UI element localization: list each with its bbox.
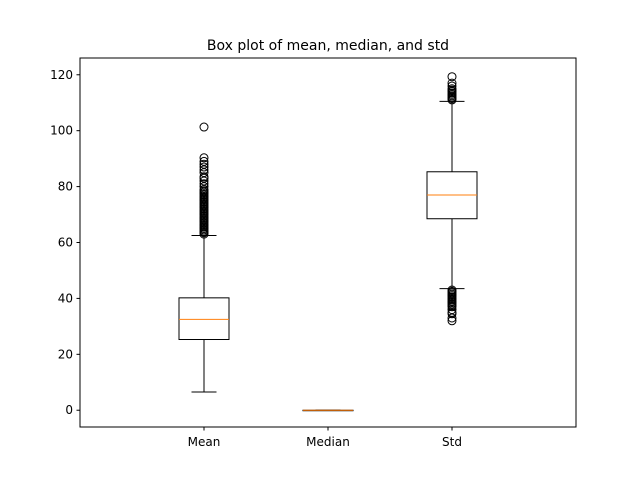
outlier-point: [447, 78, 457, 88]
outlier-point: [199, 156, 209, 166]
outlier-point: [447, 285, 457, 295]
plot-area: 0 20 40 60 80 100 120 Mean Median Std: [50, 68, 478, 449]
y-tick-label: 80: [58, 180, 73, 194]
x-tick-label: Std: [442, 435, 462, 449]
y-tick-label: 0: [65, 403, 73, 417]
outlier-point: [447, 81, 457, 91]
x-tick-label: Median: [306, 435, 350, 449]
x-tick-label: Mean: [188, 435, 221, 449]
outlier-point: [199, 172, 209, 182]
outlier-point: [199, 159, 209, 169]
outlier-point: [447, 72, 457, 82]
y-tick-label: 120: [50, 68, 73, 82]
outlier-point: [199, 122, 209, 132]
chart-title: Box plot of mean, median, and std: [207, 38, 449, 54]
y-tick-label: 60: [58, 236, 73, 250]
y-tick-label: 20: [58, 347, 73, 361]
outlier-point: [199, 162, 209, 172]
outlier-point: [199, 153, 209, 163]
y-tick-label: 40: [58, 291, 73, 305]
axes-frame: [79, 57, 577, 428]
outlier-point: [447, 84, 457, 94]
outlier-point: [199, 179, 209, 189]
box-iqr: [178, 297, 230, 341]
y-tick-label: 100: [50, 124, 73, 138]
